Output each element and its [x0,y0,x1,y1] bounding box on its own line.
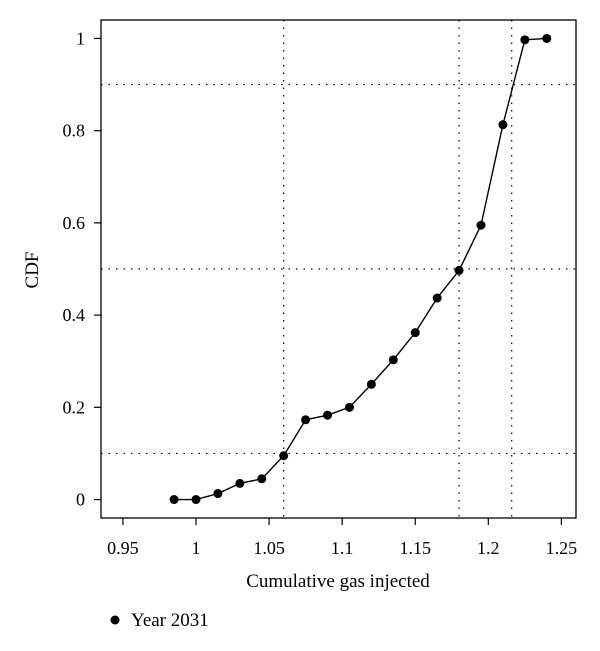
x-axis: 0.95 1 1.05 1.1 1.15 1.2 1.25 [107,518,577,558]
x-tick-label-4: 1.15 [399,538,431,558]
legend-marker [110,615,120,625]
x-tick-label-5: 1.2 [477,538,500,558]
x-tick-label-2: 1.05 [253,538,285,558]
data-point-12 [432,293,442,303]
data-point-7 [323,410,333,420]
data-point-4 [257,474,267,484]
y-tick-label-0: 0 [76,490,85,510]
y-axis-label: CDF [22,252,43,289]
legend-label: Year 2031 [131,610,209,631]
data-point-10 [388,355,398,365]
y-axis: 0 0.2 0.4 0.6 0.8 1 [63,28,101,510]
series-layer [169,33,552,505]
y-tick-label-5: 1 [76,28,85,48]
y-tick-label-3: 0.6 [63,213,86,233]
x-tick-label-6: 1.25 [546,538,578,558]
y-tick-label-4: 0.8 [63,121,86,141]
data-point-9 [366,379,376,389]
data-point-2 [213,489,223,499]
x-axis-label: Cumulative gas injected [246,571,430,592]
y-tick-label-1: 0.2 [63,397,86,417]
data-point-14 [476,220,486,230]
data-point-0 [169,495,179,505]
data-point-17 [542,33,552,43]
data-point-6 [301,415,311,425]
data-point-16 [520,35,530,45]
data-point-15 [498,120,508,130]
x-tick-label-1: 1 [192,538,201,558]
data-point-3 [235,478,245,488]
y-tick-label-2: 0.4 [63,305,86,325]
data-point-5 [279,451,289,461]
data-point-11 [410,328,420,338]
legend: Year 2031 [110,610,209,631]
data-point-1 [191,495,201,505]
plot-frame [100,19,577,519]
x-tick-label-0: 0.95 [107,538,139,558]
reference-lines [101,20,576,518]
data-point-13 [454,265,464,275]
x-tick-label-3: 1.1 [331,538,354,558]
data-point-8 [344,402,354,412]
